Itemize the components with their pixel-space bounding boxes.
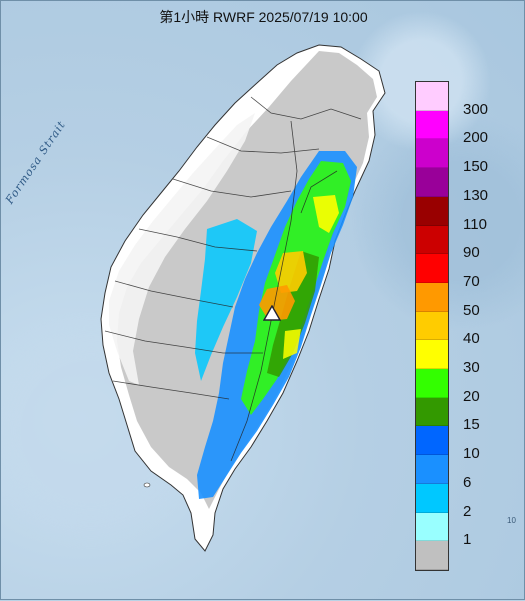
legend-swatch [416,455,448,484]
rainfall-legend [415,81,449,571]
legend-label: 110 [463,215,487,233]
legend-label: 70 [463,272,480,290]
legend-swatch [416,512,448,542]
legend-label: 200 [463,129,489,147]
legend-label: 130 [463,186,489,204]
legend-swatch [416,369,448,398]
legend-swatch [416,196,448,226]
legend-swatch [416,397,448,427]
legend-swatch [416,483,448,513]
legend-label: 10 [463,445,480,463]
legend-label: 300 [463,100,489,118]
county-boundaries [104,96,362,462]
legend-label: 15 [463,416,480,434]
legend-swatch [416,340,448,370]
legend-swatch [416,225,448,255]
legend-swatch [416,426,448,456]
legend-label: 150 [463,158,489,176]
legend-label: 90 [463,244,480,262]
corner-mark: 10 [507,516,516,525]
rain-band-30mm [313,195,339,233]
dry-area [109,113,255,385]
legend-label: 30 [463,359,480,377]
legend-swatch [416,82,448,111]
legend-swatch [416,311,448,341]
green-island [143,482,151,488]
triangle-station-icon [263,305,281,321]
legend-swatch [416,110,448,140]
rain-band-6mm [195,219,257,381]
legend-swatch [416,541,448,570]
map-title: 第1小時 RWRF 2025/07/19 10:00 [159,9,368,25]
legend-label: 1 [463,531,472,549]
legend-swatch [416,139,448,169]
legend-swatch [416,254,448,283]
legend-label: 20 [463,387,480,405]
legend-swatch [416,168,448,197]
legend-label: 2 [463,502,472,520]
legend-swatch [416,282,448,312]
legend-label: 6 [463,473,472,491]
legend-label: 50 [463,301,480,319]
rain-band-30mm-south [283,329,301,359]
legend-label: 40 [463,330,480,348]
rain-band-15mm [267,251,319,377]
